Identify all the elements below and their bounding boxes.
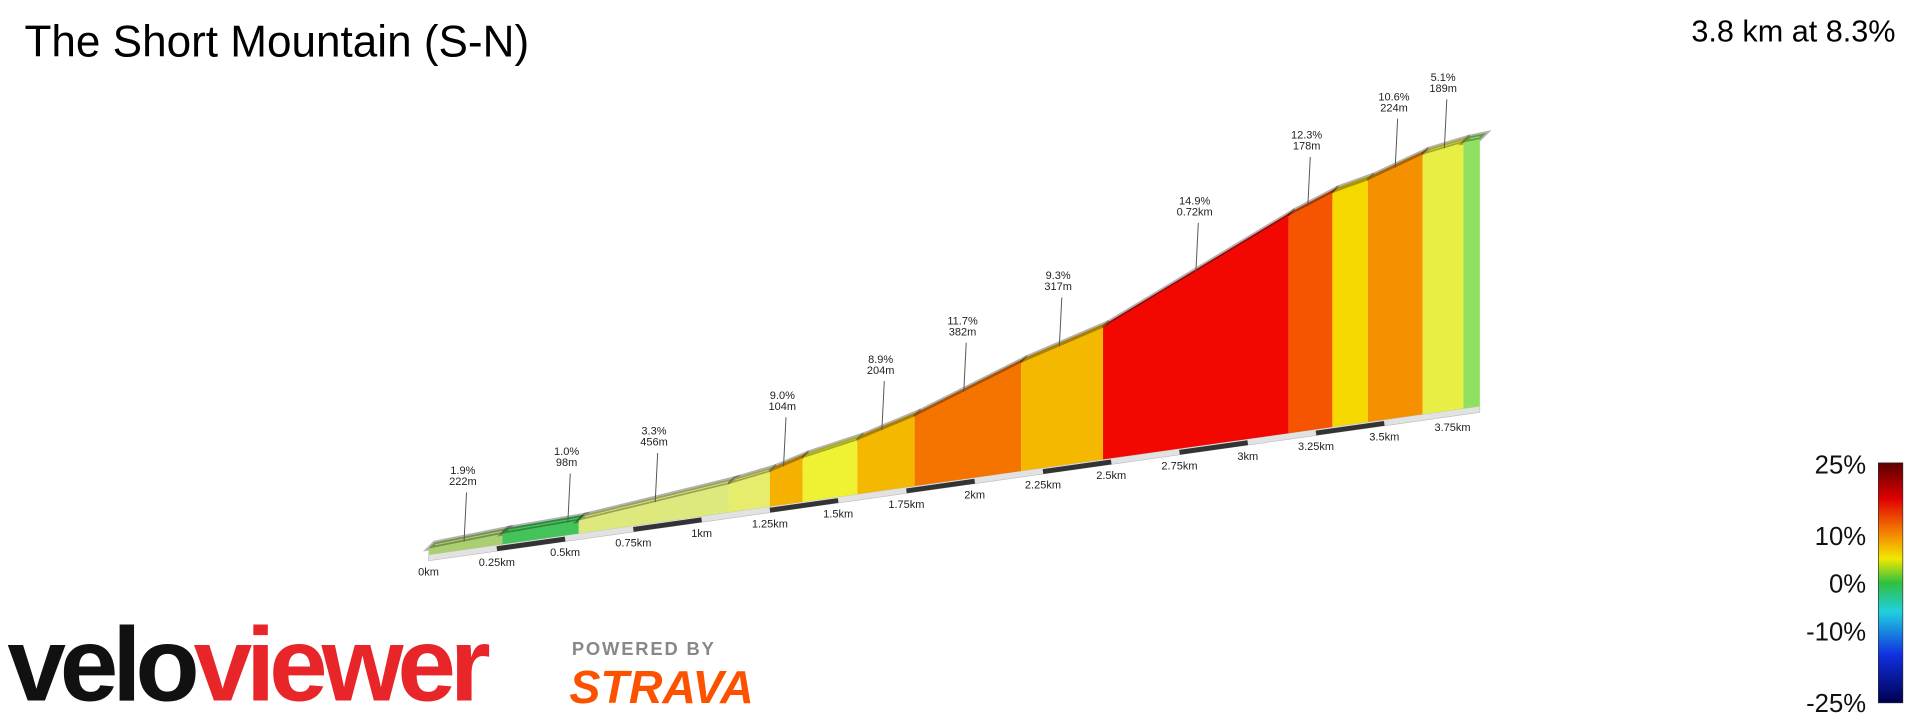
x-tick-label: 1.25km [752, 518, 788, 530]
x-tick-label: 1km [691, 528, 712, 540]
x-tick-label: 2km [964, 489, 985, 501]
x-tick-label: 3.5km [1369, 432, 1399, 444]
annotation-grade: 11.7% [947, 315, 978, 327]
annotation-line [963, 342, 967, 392]
annotation-grade: 1.9% [450, 465, 475, 477]
band [428, 533, 503, 555]
colorscale-label: 0% [1829, 571, 1866, 599]
band [728, 471, 770, 513]
annotation-length: 189m [1429, 83, 1457, 95]
annotation-line [1443, 99, 1448, 149]
annotation-line [463, 492, 468, 542]
band [578, 484, 729, 534]
band [1463, 139, 1480, 409]
annotation-length: 222m [449, 476, 477, 488]
colorscale-label: -25% [1806, 690, 1866, 718]
annotation-grade: 9.0% [770, 390, 795, 402]
annotation-length: 104m [769, 401, 797, 413]
band [1422, 142, 1464, 415]
annotation-length: 204m [867, 365, 895, 377]
logo-part: viewer [194, 606, 490, 720]
band [502, 520, 579, 545]
x-tick-label: 1.75km [888, 499, 924, 511]
band [1332, 180, 1368, 428]
annotation-length: 456m [640, 437, 668, 449]
annotation-grade: 5.1% [1431, 72, 1456, 84]
x-tick-label: 0.75km [615, 538, 651, 550]
tick-segment [906, 478, 976, 494]
annotation-grade: 9.3% [1046, 270, 1071, 282]
annotation-line [1394, 118, 1399, 168]
strava-logo: STRAVA [569, 661, 753, 713]
band [914, 362, 1022, 487]
title: The Short Mountain (S-N) [24, 17, 529, 66]
colorscale-label: 10% [1815, 523, 1866, 551]
annotation-grade: 1.0% [554, 446, 579, 458]
logo: veloviewer [7, 606, 489, 720]
annotation-length: 382m [949, 326, 977, 338]
summary: 3.8 km at 8.3% [1691, 15, 1895, 49]
band [1367, 154, 1423, 423]
annotation-line [654, 453, 659, 503]
x-tick-label: 3.25km [1298, 441, 1334, 453]
powered-by: POWERED BY [572, 638, 716, 659]
x-tick-label: 0.25km [479, 557, 515, 569]
annotation-grade: 10.6% [1378, 91, 1409, 103]
band [857, 416, 915, 495]
band [1021, 327, 1104, 471]
annotation-length: 224m [1380, 102, 1408, 114]
annotation-length: 178m [1293, 141, 1321, 153]
x-tick-label: 0km [418, 567, 439, 579]
annotation-grade: 12.3% [1291, 130, 1322, 142]
logo-part: velo [7, 606, 196, 720]
tick-segment [1042, 459, 1112, 475]
annotation-line [1058, 297, 1063, 347]
x-tick-label: 1.5km [823, 509, 853, 521]
x-tick-label: 2.5km [1096, 470, 1126, 482]
tick-segment [1179, 440, 1249, 455]
x-tick-label: 3.75km [1434, 422, 1470, 434]
annotation-line [1307, 156, 1311, 206]
annotation-length: 317m [1044, 281, 1072, 293]
annotation-line [567, 473, 571, 523]
tick-segment [633, 517, 702, 532]
annotation-grade: 8.9% [868, 354, 893, 366]
x-tick-label: 2.25km [1025, 480, 1061, 492]
band [802, 440, 858, 502]
colorscale-label: -10% [1806, 618, 1866, 646]
annotation-line [783, 417, 787, 467]
annotation-line [1195, 222, 1199, 272]
band [1288, 193, 1333, 434]
tick-segment [496, 536, 566, 552]
x-tick-label: 2.75km [1161, 460, 1197, 472]
tick-segment [1315, 420, 1385, 436]
x-tick-label: 0.5km [550, 547, 580, 559]
x-tick-label: 3km [1237, 451, 1258, 463]
colorscale-bar [1878, 462, 1904, 704]
band [769, 458, 803, 507]
annotation-grade: 3.3% [641, 426, 666, 438]
band [1103, 215, 1289, 460]
colorscale-label: 25% [1815, 451, 1866, 479]
annotation-grade: 14.9% [1179, 195, 1210, 207]
annotation-length: 0.72km [1177, 207, 1213, 219]
annotation-length: 98m [556, 457, 577, 469]
tick-segment [769, 498, 839, 513]
annotation-line [881, 381, 885, 431]
